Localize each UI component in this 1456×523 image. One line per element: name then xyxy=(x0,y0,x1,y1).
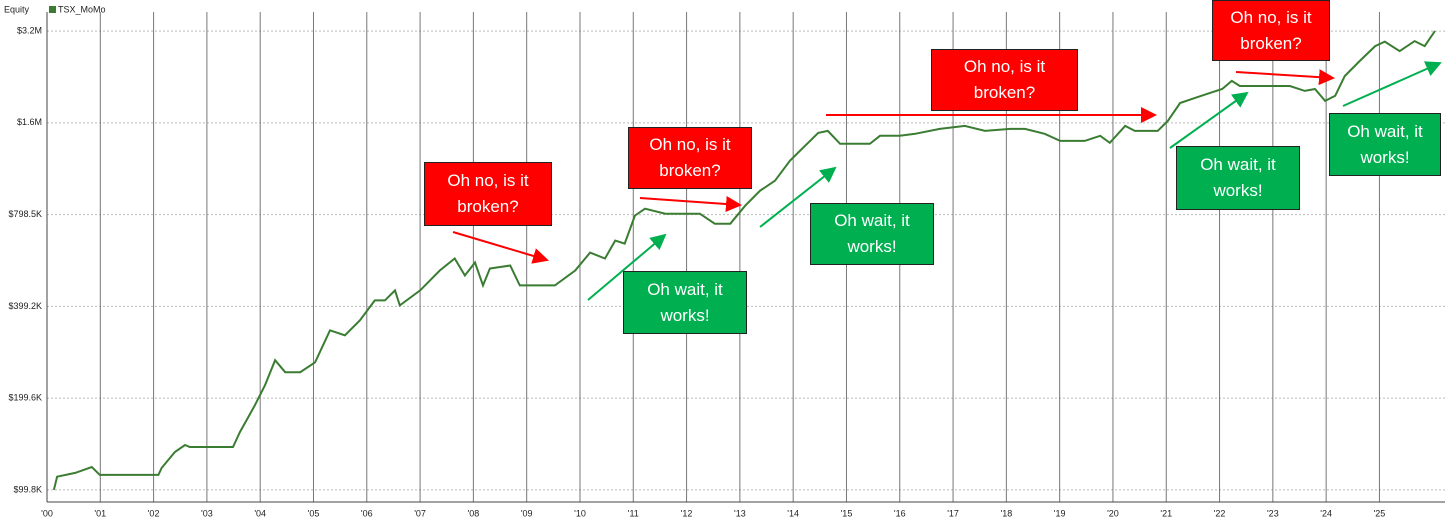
x-tick-label: '20 xyxy=(1107,508,1119,518)
equity-line xyxy=(52,30,1436,491)
x-tick-label: '12 xyxy=(681,508,693,518)
arrows xyxy=(452,61,1442,301)
annotation: Oh wait, it works! xyxy=(623,271,747,334)
x-tick-label: '03 xyxy=(201,508,213,518)
x-tick-label: '25 xyxy=(1374,508,1386,518)
x-tick-label: '07 xyxy=(414,508,426,518)
x-tick-label: '08 xyxy=(468,508,480,518)
x-tick-label: '10 xyxy=(574,508,586,518)
x-tick-label: '21 xyxy=(1160,508,1172,518)
y-axis-label: Equity xyxy=(4,4,30,14)
x-tick-label: '00 xyxy=(41,508,53,518)
x-tick-label: '23 xyxy=(1267,508,1279,518)
y-tick-label: $199.6K xyxy=(8,393,42,403)
y-tick-label: $99.8K xyxy=(13,484,42,494)
annotation: Oh no, is it broken? xyxy=(1212,0,1330,61)
y-tick-label: $798.5K xyxy=(8,209,42,219)
y-tick-label: $1.6M xyxy=(17,117,42,127)
x-tick-label: '15 xyxy=(841,508,853,518)
x-tick-label: '17 xyxy=(947,508,959,518)
x-tick-label: '18 xyxy=(1000,508,1012,518)
y-tick-label: $3.2M xyxy=(17,25,42,35)
x-tick-label: '06 xyxy=(361,508,373,518)
annotation: Oh wait, it works! xyxy=(1329,113,1441,176)
x-tick-label: '02 xyxy=(148,508,160,518)
legend-label: TSX_MoMo xyxy=(58,4,106,14)
x-tick-label: '11 xyxy=(628,508,639,518)
x-tick-label: '04 xyxy=(254,508,266,518)
x-tick-label: '16 xyxy=(894,508,906,518)
y-tick-label: $399.2K xyxy=(8,301,42,311)
x-tick-label: '05 xyxy=(308,508,320,518)
x-tick-label: '13 xyxy=(734,508,746,518)
x-tick-label: '01 xyxy=(94,508,106,518)
x-tick-label: '19 xyxy=(1054,508,1066,518)
annotation: Oh no, is it broken? xyxy=(628,127,752,189)
legend-swatch xyxy=(49,6,56,13)
x-tick-label: '09 xyxy=(521,508,533,518)
annotation: Oh no, is it broken? xyxy=(424,162,552,226)
annotation: Oh wait, it works! xyxy=(810,203,934,265)
annotation: Oh wait, it works! xyxy=(1176,146,1300,210)
x-tick-label: '24 xyxy=(1320,508,1332,518)
x-tick-label: '14 xyxy=(787,508,799,518)
annotation: Oh no, is it broken? xyxy=(931,49,1078,111)
x-tick-label: '22 xyxy=(1214,508,1226,518)
